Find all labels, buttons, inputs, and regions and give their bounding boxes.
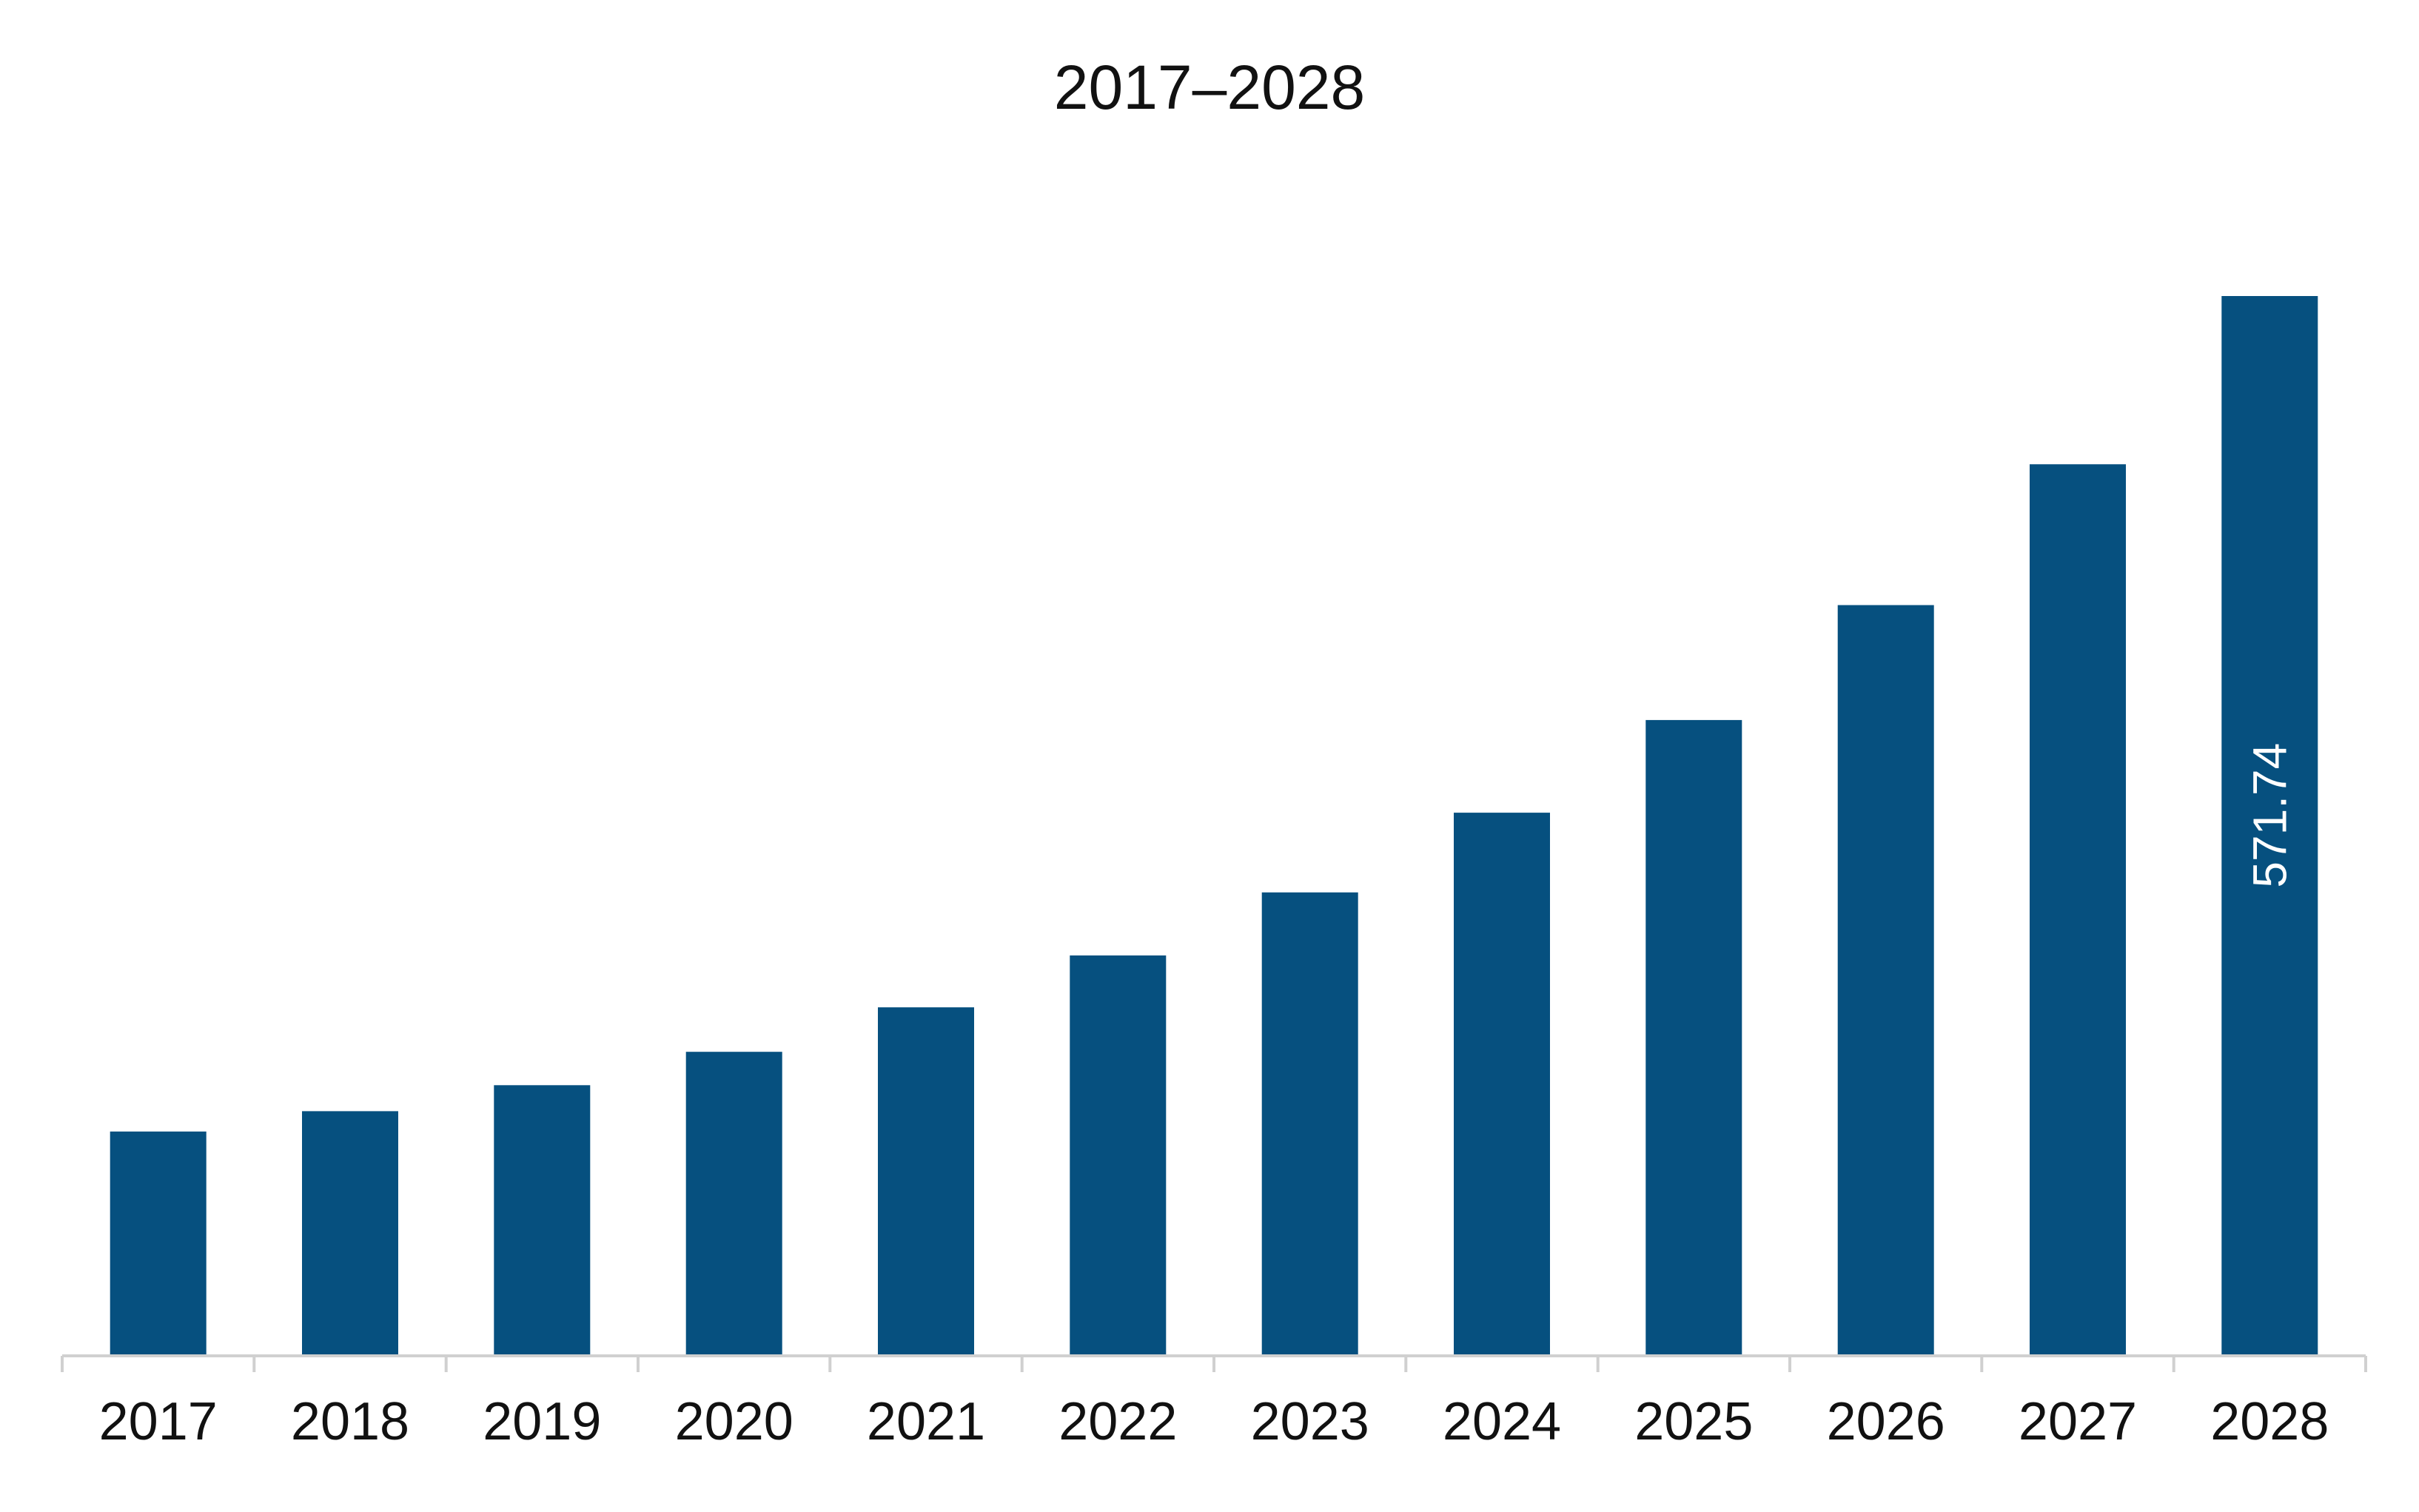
x-tick-label-2025: 2025: [1634, 1392, 1753, 1451]
x-tick-labels: 2017 2018 2019 2020 2021 2022 2023 2024 2025 2026…: [99, 1392, 2329, 1451]
x-tick-label-2019: 2019: [483, 1392, 601, 1451]
data-labels: 571.74: [2243, 743, 2296, 888]
chart-title: 2017–2028: [1053, 53, 1366, 122]
x-tick-label-2023: 2023: [1251, 1392, 1369, 1451]
bar-2017: [110, 1131, 207, 1356]
bar-2028: [2221, 296, 2318, 1356]
bar-2019: [494, 1085, 591, 1356]
bar-2023: [1261, 892, 1358, 1356]
bar-2025: [1645, 719, 1742, 1356]
bar-2020: [685, 1052, 782, 1356]
x-tick-label-2021: 2021: [867, 1392, 985, 1451]
data-label-2028: 571.74: [2243, 743, 2296, 888]
x-tick-label-2017: 2017: [99, 1392, 218, 1451]
x-axis: [61, 1354, 2367, 1372]
x-tick-label-2020: 2020: [675, 1392, 794, 1451]
bar-2024: [1454, 813, 1550, 1356]
x-tick-label-2018: 2018: [291, 1392, 409, 1451]
x-tick-label-2028: 2028: [2210, 1392, 2329, 1451]
bar-2021: [878, 1007, 974, 1356]
x-tick-label-2024: 2024: [1443, 1392, 1561, 1451]
x-tick-label-2026: 2026: [1827, 1392, 1945, 1451]
bar-2027: [2030, 464, 2126, 1356]
bar-2022: [1070, 955, 1167, 1356]
bar-2018: [302, 1111, 398, 1356]
bars-layer: [110, 296, 2318, 1356]
x-tick-label-2027: 2027: [2019, 1392, 2137, 1451]
bar-2026: [1837, 605, 1934, 1356]
x-tick-label-2022: 2022: [1058, 1392, 1177, 1451]
